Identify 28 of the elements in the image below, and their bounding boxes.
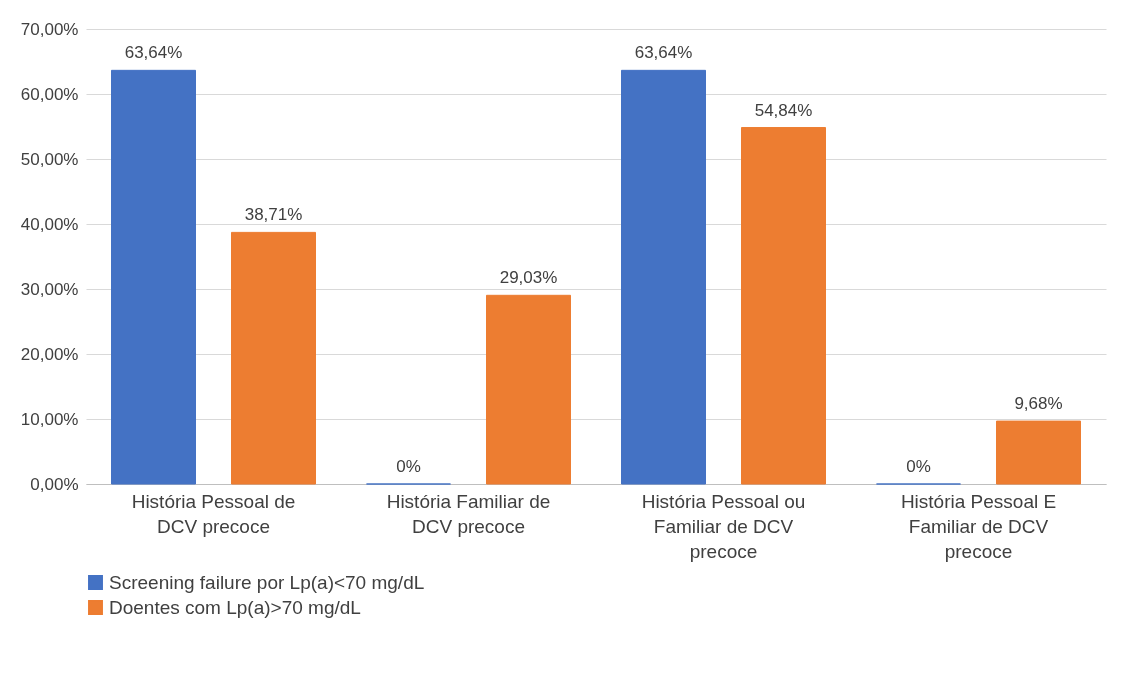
- data-label: 63,64%: [124, 43, 183, 63]
- y-tick-label: 0,00%: [30, 474, 79, 494]
- x-tick-label: História Pessoal de DCV precoce: [131, 490, 296, 537]
- data-label: 29,03%: [499, 268, 558, 288]
- bar: [621, 69, 706, 485]
- x-tick-label: História Pessoal E Familiar de DCV precoce: [900, 490, 1057, 562]
- y-tick-label: 10,00%: [20, 409, 79, 429]
- bar: [996, 420, 1081, 485]
- x-tick-label: História Familiar de DCV precoce: [386, 490, 551, 537]
- data-label: 0%: [396, 457, 421, 476]
- bar: [486, 294, 571, 485]
- y-tick-label: 60,00%: [20, 84, 79, 104]
- bar: [111, 69, 196, 485]
- bar: [231, 231, 316, 485]
- y-tick-label: 30,00%: [20, 279, 79, 299]
- y-tick-label: 70,00%: [20, 19, 79, 39]
- y-tick-label: 40,00%: [20, 214, 79, 234]
- y-tick-label: 20,00%: [20, 344, 79, 364]
- data-label: 38,71%: [244, 205, 303, 225]
- data-label: 54,84%: [754, 100, 813, 120]
- bar: [741, 127, 826, 485]
- data-label: 63,64%: [634, 43, 693, 63]
- x-tick-label: História Pessoal ou Familiar de DCV precoce: [641, 490, 806, 562]
- data-label: 0%: [906, 457, 931, 476]
- legend-label: Screening failure por Lp(a)<70 mg/dL: [109, 571, 425, 593]
- y-tick-label: 50,00%: [20, 149, 79, 169]
- data-label: 9,68%: [1014, 394, 1063, 414]
- legend-label: Doentes com Lp(a)>70 mg/dL: [109, 596, 361, 618]
